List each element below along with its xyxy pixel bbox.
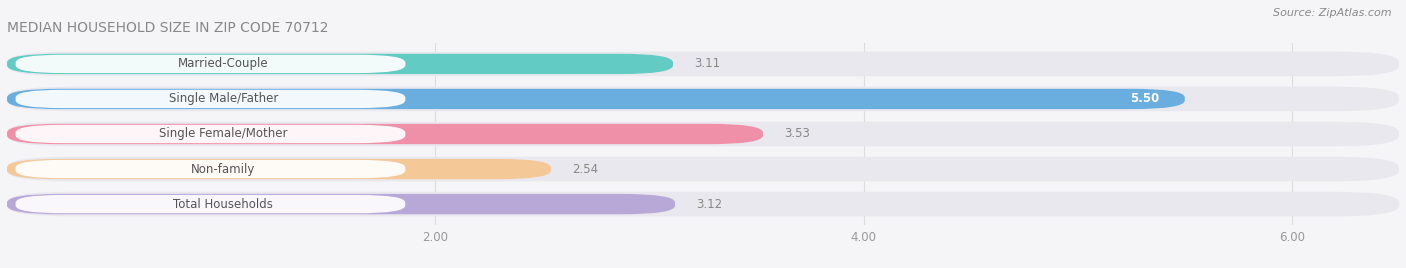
Text: Single Female/Mother: Single Female/Mother bbox=[159, 128, 288, 140]
FancyBboxPatch shape bbox=[7, 159, 551, 179]
FancyBboxPatch shape bbox=[15, 90, 405, 108]
Text: 5.50: 5.50 bbox=[1130, 92, 1159, 105]
Text: 3.11: 3.11 bbox=[695, 57, 720, 70]
FancyBboxPatch shape bbox=[7, 157, 1399, 181]
FancyBboxPatch shape bbox=[15, 195, 405, 213]
FancyBboxPatch shape bbox=[7, 122, 1399, 146]
Text: 2.54: 2.54 bbox=[572, 163, 599, 176]
FancyBboxPatch shape bbox=[7, 124, 763, 144]
FancyBboxPatch shape bbox=[7, 54, 673, 74]
Text: Single Male/Father: Single Male/Father bbox=[169, 92, 278, 105]
Text: 3.53: 3.53 bbox=[785, 128, 810, 140]
Text: Married-Couple: Married-Couple bbox=[179, 57, 269, 70]
FancyBboxPatch shape bbox=[7, 87, 1399, 111]
FancyBboxPatch shape bbox=[15, 160, 405, 178]
FancyBboxPatch shape bbox=[7, 192, 1399, 216]
Text: 3.12: 3.12 bbox=[696, 198, 723, 211]
Text: MEDIAN HOUSEHOLD SIZE IN ZIP CODE 70712: MEDIAN HOUSEHOLD SIZE IN ZIP CODE 70712 bbox=[7, 21, 329, 35]
FancyBboxPatch shape bbox=[7, 194, 675, 214]
Text: Total Households: Total Households bbox=[173, 198, 273, 211]
Text: Source: ZipAtlas.com: Source: ZipAtlas.com bbox=[1274, 8, 1392, 18]
Text: Non-family: Non-family bbox=[191, 163, 256, 176]
FancyBboxPatch shape bbox=[15, 55, 405, 73]
FancyBboxPatch shape bbox=[7, 52, 1399, 76]
FancyBboxPatch shape bbox=[7, 89, 1185, 109]
FancyBboxPatch shape bbox=[15, 125, 405, 143]
